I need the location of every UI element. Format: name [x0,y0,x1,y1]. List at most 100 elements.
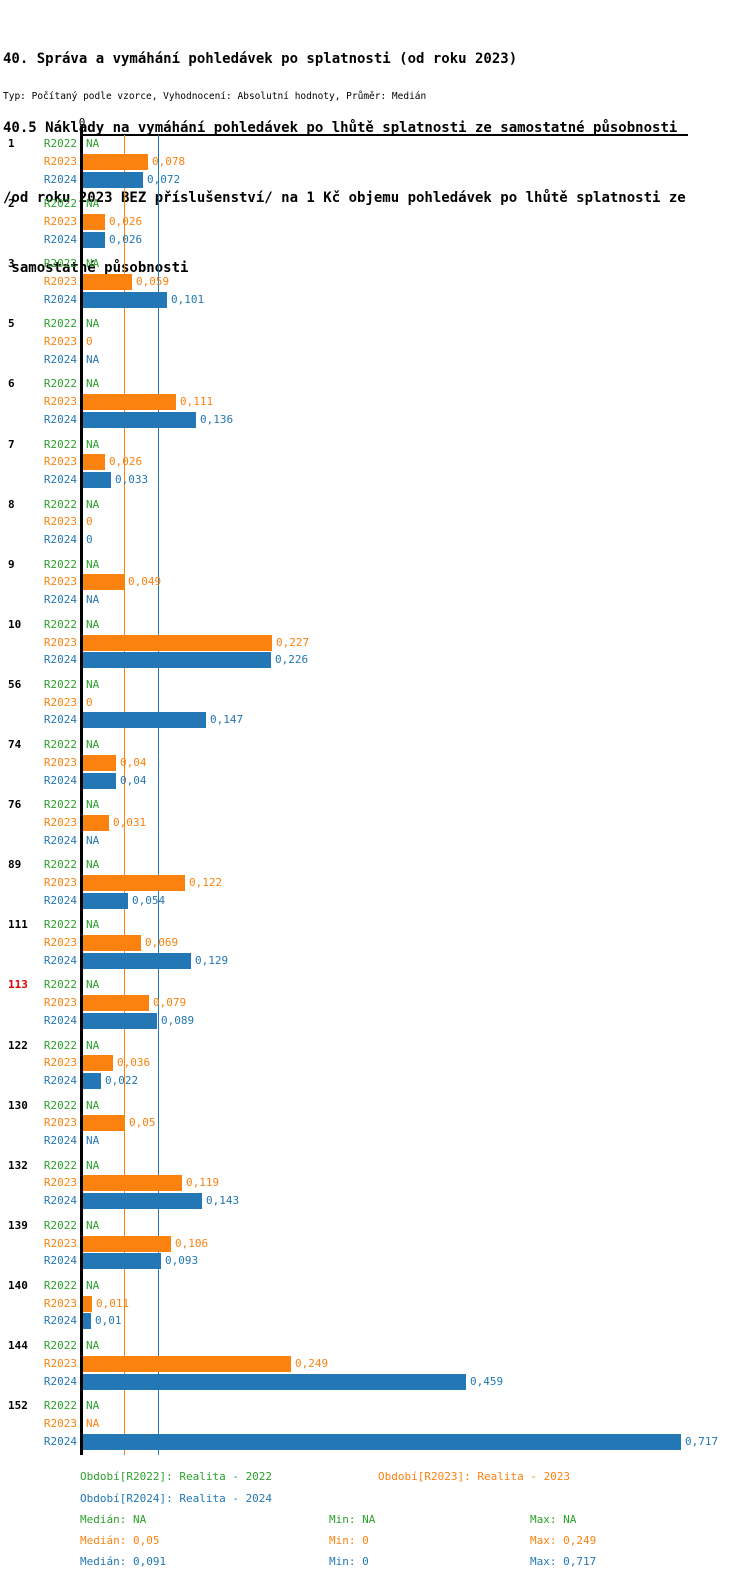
value-label-8-r2024: 0 [86,533,93,547]
series-label-r2024: R2024 [43,773,77,787]
bar-7-r2024 [83,472,111,489]
bar-row-139-r2023: R2023 0,106 [0,1235,750,1253]
bar-row-122-r2024: R2024 0,022 [0,1072,750,1090]
value-label-7-r2022: NA [86,437,100,451]
value-label-76-r2022: NA [86,798,100,812]
series-label-r2022: R2022 [43,978,77,992]
bar-9-r2023 [83,574,124,591]
bar-7-r2023 [83,454,105,471]
series-label-r2024: R2024 [43,1374,77,1388]
group-number-122: 122 [8,1038,28,1052]
chart-title-line-3: /od roku 2023 BEZ příslušenství/ na 1 Kč… [3,190,686,207]
bar-row-56-r2023: R2023 0 [0,694,750,712]
value-label-111-r2022: NA [86,918,100,932]
bar-row-132-r2023: R2023 0,119 [0,1174,750,1192]
bar-row-140-r2022: R2022 NA [0,1277,750,1295]
value-label-74-r2023: 0,04 [120,755,147,769]
bar-139-r2024 [83,1253,161,1270]
bar-row-144-r2023: R2023 0,249 [0,1355,750,1373]
value-label-3-r2022: NA [86,257,100,271]
bar-row-74-r2022: R2022 NA [0,736,750,754]
x-axis-line [80,134,688,136]
series-label-r2023: R2023 [43,996,77,1010]
bar-group-76: 76 R2022 NA R2023 0,031 R2024 NA [0,796,750,856]
value-label-144-r2023: 0,249 [295,1356,329,1370]
value-label-111-r2024: 0,129 [195,953,229,967]
bar-group-122: 122 R2022 NA R2023 0,036 R2024 0,022 [0,1037,750,1097]
bar-76-r2023 [83,814,109,831]
bar-6-r2023 [83,394,176,411]
group-number-1: 1 [8,137,15,150]
bar-2-r2023 [83,213,105,230]
bar-row-8-r2024: R2024 0 [0,531,750,549]
value-label-1-r2023: 0,078 [152,154,186,168]
value-label-6-r2023: 0,111 [180,395,214,409]
series-label-r2024: R2024 [43,1013,77,1027]
value-label-3-r2023: 0,059 [136,274,170,288]
chart-title-line-1: 40. Správa a vymáhání pohledávek po spla… [3,50,518,67]
value-label-130-r2023: 0,05 [129,1116,156,1130]
group-number-2: 2 [8,197,15,211]
value-label-132-r2022: NA [86,1158,100,1172]
group-number-56: 56 [8,677,22,691]
series-label-r2023: R2023 [43,154,77,168]
series-label-r2022: R2022 [43,557,77,571]
bar-row-144-r2024: R2024 0,459 [0,1373,750,1391]
series-label-r2022: R2022 [43,257,77,271]
chart-title-line-4: samostatné působnosti [3,260,189,277]
axis-zero-label: 0 [78,116,86,129]
series-label-r2022: R2022 [43,137,77,150]
group-number-111: 111 [8,918,28,932]
bar-row-140-r2024: R2024 0,01 [0,1312,750,1330]
series-label-r2022: R2022 [43,1038,77,1052]
bar-row-76-r2022: R2022 NA [0,796,750,814]
series-label-r2023: R2023 [43,274,77,288]
group-number-144: 144 [8,1339,28,1352]
bar-group-8: 8 R2022 NA R2023 0 R2024 0 [0,496,750,556]
series-label-r2023: R2023 [43,455,77,469]
value-label-140-r2022: NA [86,1278,100,1292]
bar-row-2-r2023: R2023 0,026 [0,213,750,231]
value-label-5-r2024: NA [86,352,100,366]
bar-113-r2023 [83,995,149,1012]
bar-row-1-r2024: R2024 0,072 [0,171,750,189]
bar-3-r2024 [83,291,167,308]
value-label-152-r2022: NA [86,1399,100,1413]
bar-row-139-r2022: R2022 NA [0,1217,750,1235]
bar-row-9-r2024: R2024 NA [0,591,750,609]
value-label-2-r2024: 0,026 [109,232,143,246]
bar-152-r2024 [83,1433,681,1450]
bar-row-152-r2022: R2022 NA [0,1397,750,1415]
series-label-r2022: R2022 [43,798,77,812]
bar-row-6-r2024: R2024 0,136 [0,411,750,429]
series-label-r2023: R2023 [43,635,77,649]
bar-group-6: 6 R2022 NA R2023 0,111 R2024 0,136 [0,375,750,435]
bar-144-r2024 [83,1373,466,1390]
bar-row-111-r2022: R2022 NA [0,916,750,934]
value-label-130-r2024: NA [86,1134,100,1148]
bar-row-5-r2022: R2022 NA [0,315,750,333]
group-number-5: 5 [8,317,15,331]
series-label-r2022: R2022 [43,197,77,211]
bar-row-9-r2022: R2022 NA [0,556,750,574]
series-label-r2024: R2024 [43,292,77,306]
value-label-7-r2023: 0,026 [109,455,143,469]
value-label-10-r2022: NA [86,617,100,631]
series-label-r2024: R2024 [43,1194,77,1208]
series-label-r2023: R2023 [43,1236,77,1250]
value-label-56-r2023: 0 [86,695,93,709]
value-label-113-r2024: 0,089 [161,1013,195,1027]
bar-row-10-r2023: R2023 0,227 [0,634,750,652]
value-label-56-r2024: 0,147 [210,713,244,727]
bar-group-113: 113 R2022 NA R2023 0,079 R2024 0,089 [0,976,750,1036]
bar-111-r2023 [83,935,141,952]
series-label-r2023: R2023 [43,395,77,409]
series-label-r2024: R2024 [43,1074,77,1088]
bar-row-113-r2022: R2022 NA [0,976,750,994]
bar-group-144: 144 R2022 NA R2023 0,249 R2024 0,459 [0,1337,750,1397]
series-label-r2024: R2024 [43,172,77,186]
bar-row-130-r2023: R2023 0,05 [0,1114,750,1132]
series-label-r2022: R2022 [43,1098,77,1112]
bar-row-5-r2024: R2024 NA [0,351,750,369]
stat-median-r2023: Medián: 0,05 [80,1534,160,1547]
